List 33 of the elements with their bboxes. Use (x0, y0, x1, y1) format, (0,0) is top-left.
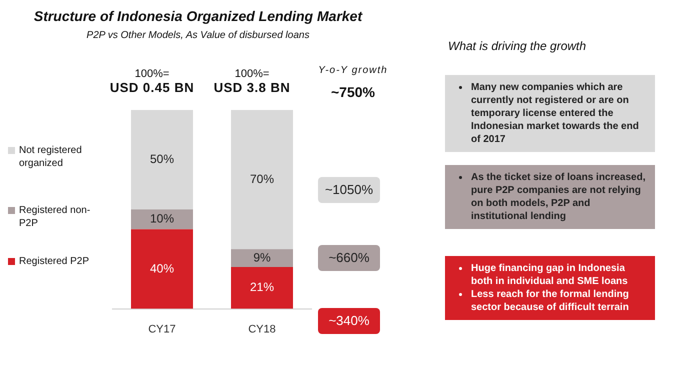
text: ~340% (318, 308, 380, 334)
bar (131, 110, 193, 210)
text: Many new companies which are currently not registered or are on temporary license entered the Indonesian market towards the end of 2017 (471, 81, 640, 146)
text: ~1050% (318, 177, 380, 203)
data-label: 21% (250, 280, 274, 294)
data-label: 40% (150, 261, 174, 276)
bar (131, 209, 193, 230)
bar (231, 267, 293, 309)
legend-label: Not registered organized (19, 144, 83, 170)
text: Y-o-Y growth (317, 65, 389, 76)
x-tick-label: CY18 (248, 323, 276, 336)
bar (231, 249, 293, 268)
x-tick-label: CY17 (148, 323, 176, 336)
legend-label: Registered non-P2P (19, 204, 92, 230)
text: Huge financing gap in Indonesia both in individual and SME loans (471, 262, 629, 288)
text: As the ticket size of loans increased, pure P2P companies are not relying on both models, P2P and institutional lending (471, 171, 647, 223)
text: ~660% (318, 245, 380, 271)
chart-title: Structure of Indonesia Organized Lending Market (32, 8, 364, 24)
data-label: 70% (250, 172, 274, 186)
chart-subtitle: P2P vs Other Models, As Value of disbursed loans (86, 30, 310, 41)
text: 100%= (234, 68, 270, 80)
text: What is driving the growth (448, 39, 588, 53)
text: ~750% (330, 84, 376, 100)
text: 100%= (134, 68, 170, 80)
bar (131, 229, 193, 309)
bar (231, 110, 293, 250)
text: USD 3.8 BN (212, 80, 292, 95)
data-label: 10% (150, 212, 174, 226)
text: Less reach for the formal lending sector because of difficult terrain (471, 288, 630, 314)
text: USD 0.45 BN (108, 80, 196, 95)
data-label: 50% (150, 152, 174, 166)
data-label: 9% (253, 250, 271, 264)
legend-label: Registered P2P (19, 255, 90, 268)
